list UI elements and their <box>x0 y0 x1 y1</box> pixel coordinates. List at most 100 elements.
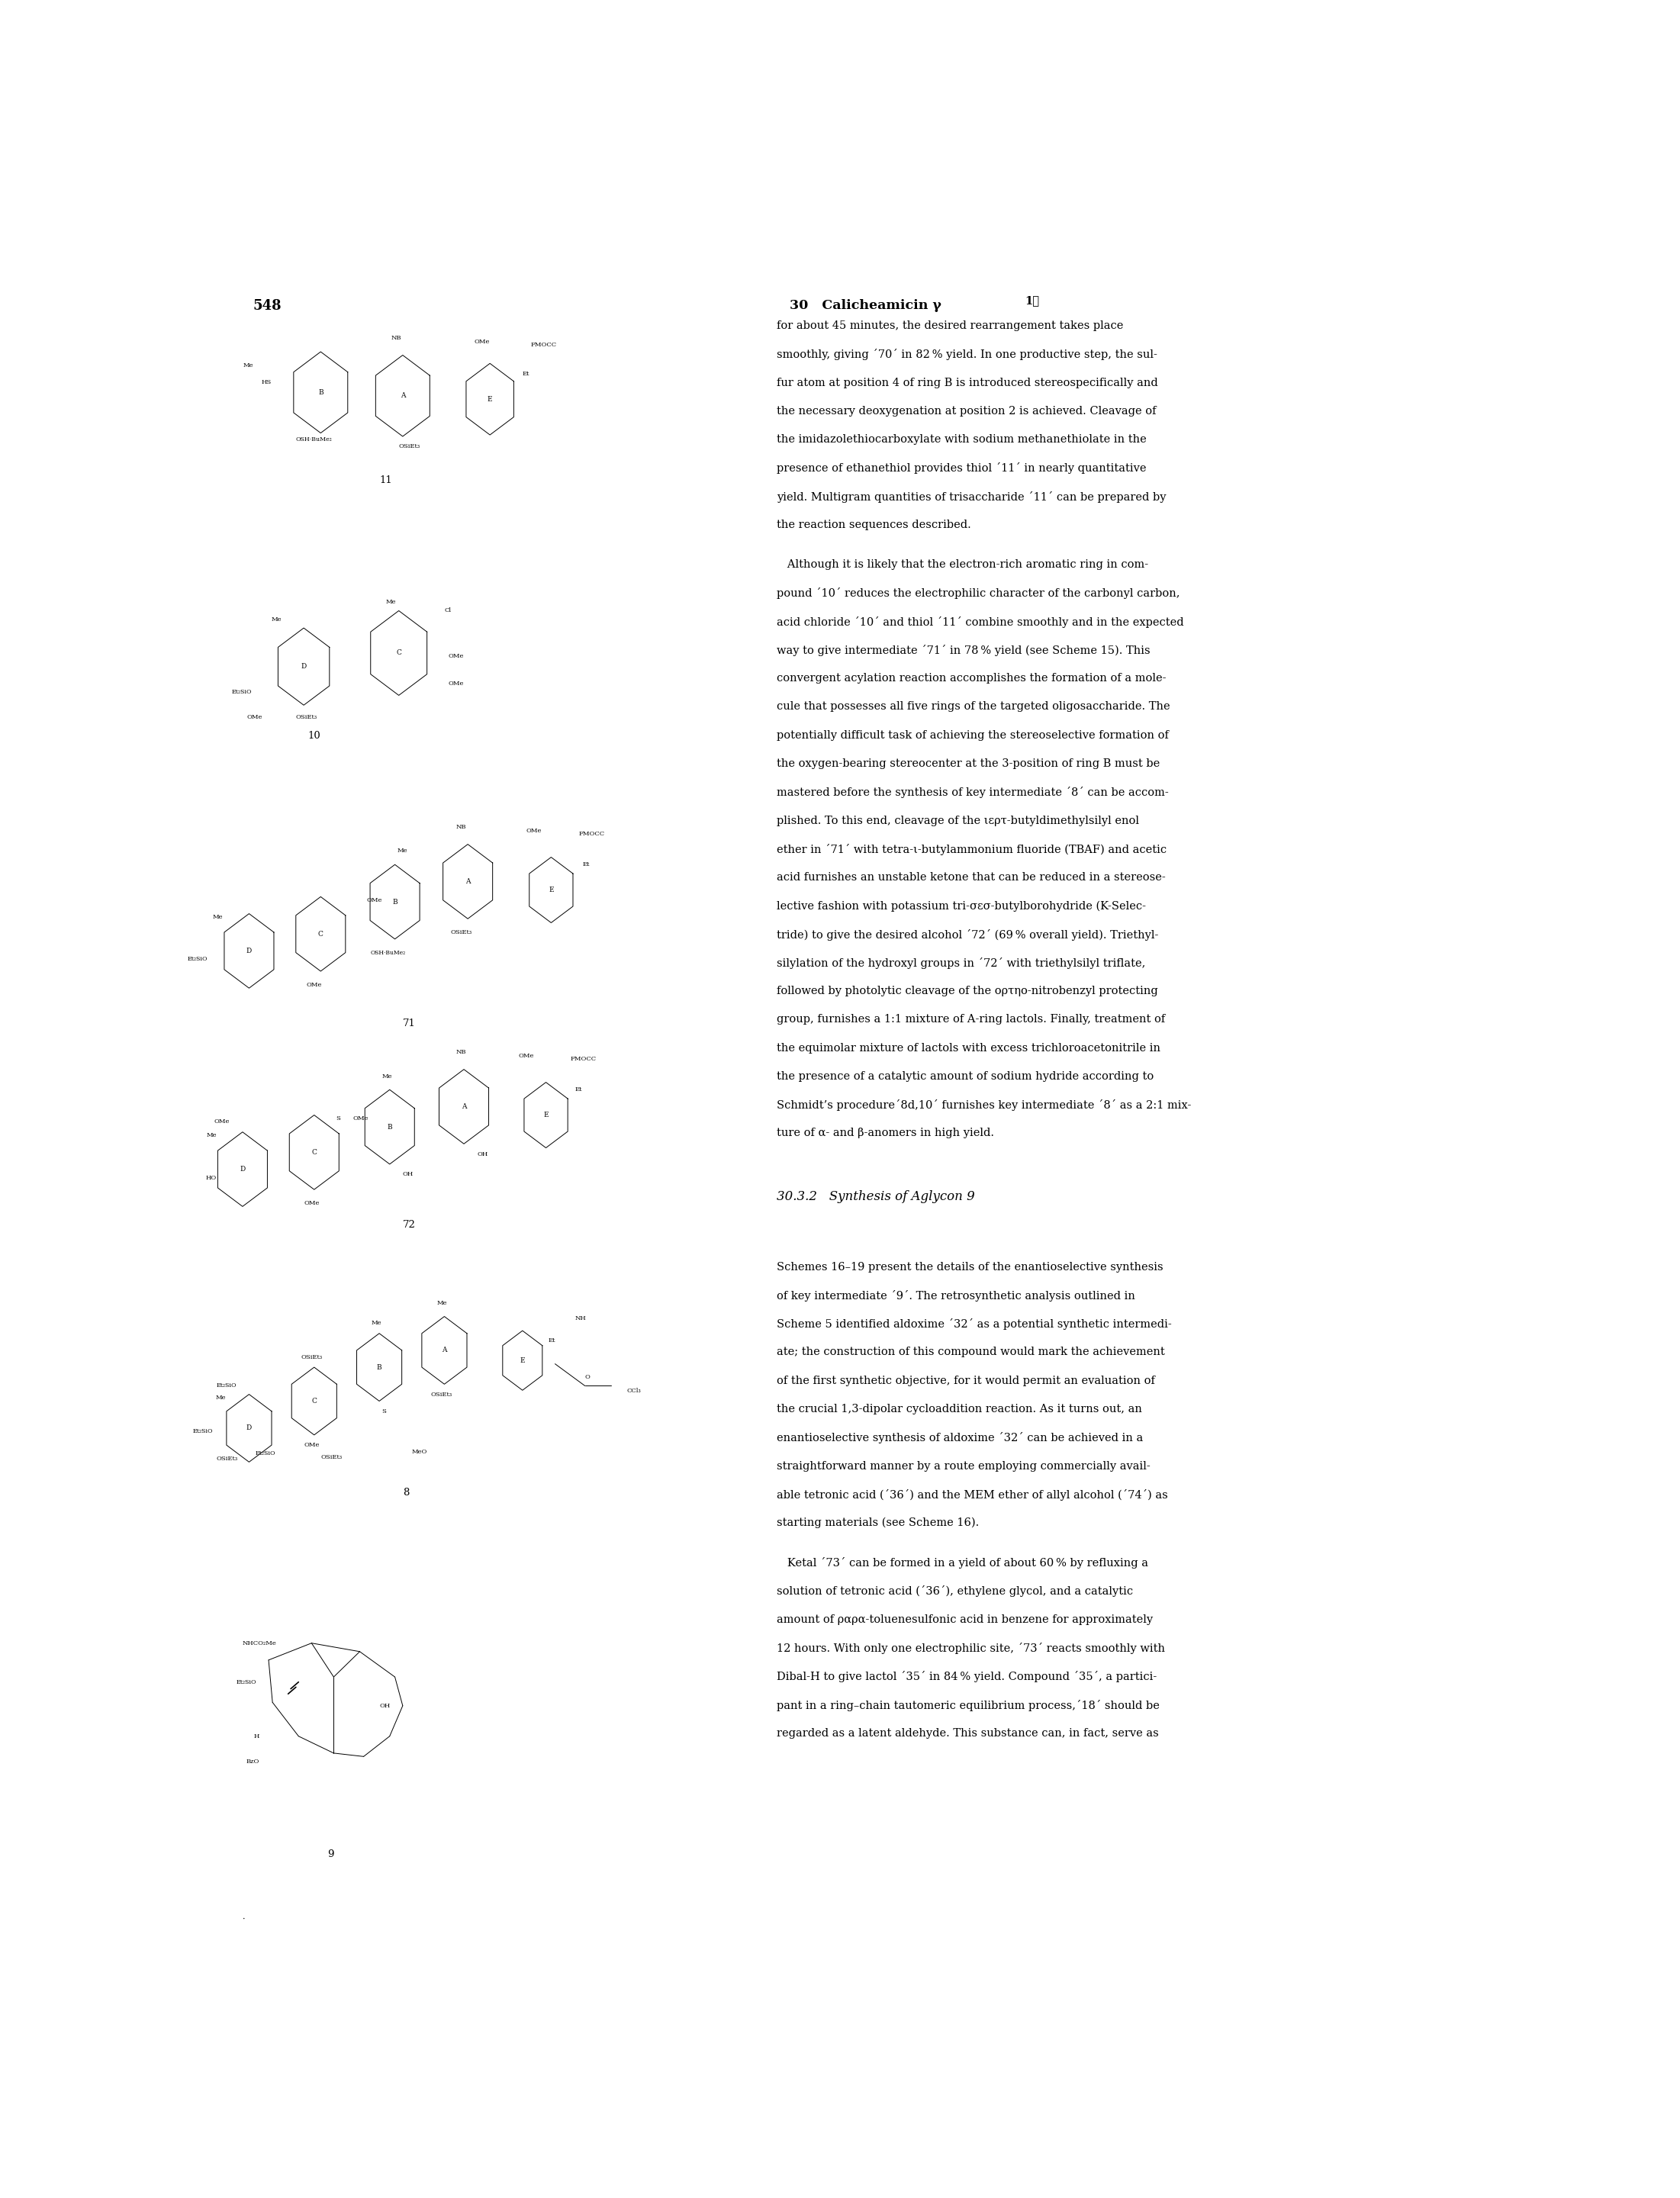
Text: B: B <box>386 1123 391 1130</box>
Text: plished. To this end, cleavage of the ιερτ-butyldimethylsilyl enol: plished. To this end, cleavage of the ιε… <box>776 815 1139 826</box>
Text: Me: Me <box>215 1396 225 1400</box>
Text: ether in ´71´ with tetra-ι-butylammonium fluoride (TBAF) and acetic: ether in ´71´ with tetra-ι-butylammonium… <box>776 844 1166 855</box>
Text: starting materials (see Scheme 16).: starting materials (see Scheme 16). <box>776 1517 979 1528</box>
Text: Ketal ´73´ can be formed in a yield of about 60 % by refluxing a: Ketal ´73´ can be formed in a yield of a… <box>776 1558 1147 1569</box>
Text: FMOCC: FMOCC <box>571 1057 596 1062</box>
Text: OSiEt₃: OSiEt₃ <box>450 930 472 936</box>
Text: Et: Et <box>575 1086 581 1092</box>
Text: HS: HS <box>260 380 270 385</box>
Text: A: A <box>442 1347 447 1354</box>
Text: mastered before the synthesis of key intermediate ´8´ can be accom-: mastered before the synthesis of key int… <box>776 787 1168 798</box>
Text: amount of ραρα-toluenesulfonic acid in benzene for approximately: amount of ραρα-toluenesulfonic acid in b… <box>776 1613 1152 1624</box>
Text: acid furnishes an unstable ketone that can be reduced in a stereose-: acid furnishes an unstable ketone that c… <box>776 873 1166 884</box>
Text: the crucial 1,3-dipolar cycloaddition reaction. As it turns out, an: the crucial 1,3-dipolar cycloaddition re… <box>776 1405 1142 1416</box>
Text: HO: HO <box>205 1174 217 1180</box>
Text: S: S <box>336 1114 339 1121</box>
Text: Et: Et <box>548 1336 556 1343</box>
Text: E: E <box>543 1112 548 1119</box>
Text: S: S <box>381 1409 386 1413</box>
Text: for about 45 minutes, the desired rearrangement takes place: for about 45 minutes, the desired rearra… <box>776 321 1122 332</box>
Text: Et₂SiO: Et₂SiO <box>193 1429 213 1435</box>
Text: pound ´10´ reduces the electrophilic character of the carbonyl carbon,: pound ´10´ reduces the electrophilic cha… <box>776 587 1179 600</box>
Text: pant in a ring–chain tautomeric equilibrium process,´18´ should be: pant in a ring–chain tautomeric equilibr… <box>776 1699 1159 1710</box>
Text: C: C <box>318 930 323 936</box>
Text: Although it is likely that the electron-rich aromatic ring in com-: Although it is likely that the electron-… <box>776 558 1147 569</box>
Text: Schmidt’s procedure´8d,10´ furnishes key intermediate ´8´ as a 2:1 mix-: Schmidt’s procedure´8d,10´ furnishes key… <box>776 1099 1191 1110</box>
Text: E: E <box>519 1356 526 1365</box>
Text: NB: NB <box>457 824 467 831</box>
Text: ate; the construction of this compound would mark the achievement: ate; the construction of this compound w… <box>776 1347 1164 1358</box>
Text: OMe: OMe <box>304 1200 319 1207</box>
Text: D: D <box>240 1165 245 1174</box>
Text: tride) to give the desired alcohol ´72´ (69 % overall yield). Triethyl-: tride) to give the desired alcohol ´72´ … <box>776 930 1158 941</box>
Text: OMe: OMe <box>526 829 543 833</box>
Text: B: B <box>376 1363 381 1372</box>
Text: 9: 9 <box>328 1849 334 1860</box>
Text: 30   Calicheamicin γ: 30 Calicheamicin γ <box>790 299 941 312</box>
Text: Et₂SiO: Et₂SiO <box>235 1679 257 1686</box>
Text: OMe: OMe <box>519 1053 534 1059</box>
Text: Me: Me <box>270 615 282 622</box>
Text: convergent acylation reaction accomplishes the formation of a mole-: convergent acylation reaction accomplish… <box>776 673 1166 684</box>
Text: Me: Me <box>398 848 408 855</box>
Text: Et₂SiO: Et₂SiO <box>217 1383 237 1389</box>
Text: cule that possesses all five rings of the targeted oligosaccharide. The: cule that possesses all five rings of th… <box>776 701 1169 712</box>
Text: A: A <box>462 1103 467 1110</box>
Text: Me: Me <box>371 1321 381 1325</box>
Text: NHCO₂Me: NHCO₂Me <box>242 1640 277 1646</box>
Text: OSiEt₃: OSiEt₃ <box>398 444 420 451</box>
Text: OH: OH <box>477 1152 487 1156</box>
Text: H: H <box>254 1734 259 1739</box>
Text: B: B <box>393 899 398 906</box>
Text: the reaction sequences described.: the reaction sequences described. <box>776 519 971 530</box>
Text: of the first synthetic objective, for it would permit an evaluation of: of the first synthetic objective, for it… <box>776 1376 1154 1387</box>
Text: OMe: OMe <box>213 1119 230 1125</box>
Text: D: D <box>301 664 306 670</box>
Text: smoothly, giving ´70´ in 82 % yield. In one productive step, the sul-: smoothly, giving ´70´ in 82 % yield. In … <box>776 349 1158 360</box>
Text: the necessary deoxygenation at position 2 is achieved. Cleavage of: the necessary deoxygenation at position … <box>776 407 1156 415</box>
Text: fur atom at position 4 of ring B is introduced stereospecifically and: fur atom at position 4 of ring B is intr… <box>776 378 1158 389</box>
Text: 548: 548 <box>254 299 282 312</box>
Text: straightforward manner by a route employing commercially avail-: straightforward manner by a route employ… <box>776 1462 1151 1470</box>
Text: OH: OH <box>403 1172 413 1178</box>
Text: OH: OH <box>380 1703 390 1708</box>
Text: Et₂SiO: Et₂SiO <box>255 1451 276 1457</box>
Text: Me: Me <box>207 1132 217 1139</box>
Text: the imidazolethiocarboxylate with sodium methanethiolate in the: the imidazolethiocarboxylate with sodium… <box>776 435 1146 444</box>
Text: OSiEt₃: OSiEt₃ <box>296 714 318 721</box>
Text: acid chloride ´10´ and thiol ´11´ combine smoothly and in the expected: acid chloride ´10´ and thiol ´11´ combin… <box>776 615 1183 629</box>
Text: OMe: OMe <box>449 681 464 686</box>
Text: 12 hours. With only one electrophilic site, ´73´ reacts smoothly with: 12 hours. With only one electrophilic si… <box>776 1642 1164 1655</box>
Text: FMOCC: FMOCC <box>578 831 605 837</box>
Text: Et₂SiO: Et₂SiO <box>232 688 252 695</box>
Text: Me: Me <box>213 914 223 921</box>
Text: OSiEt₃: OSiEt₃ <box>321 1453 343 1459</box>
Text: OMe: OMe <box>306 983 323 987</box>
Text: Et: Et <box>583 862 590 868</box>
Text: followed by photolytic cleavage of the ορτηο-nitrobenzyl protecting: followed by photolytic cleavage of the ο… <box>776 985 1158 996</box>
Text: solution of tetronic acid (´36´), ethylene glycol, and a catalytic: solution of tetronic acid (´36´), ethyle… <box>776 1585 1132 1598</box>
Text: the presence of a catalytic amount of sodium hydride according to: the presence of a catalytic amount of so… <box>776 1070 1154 1081</box>
Text: 10: 10 <box>307 732 321 741</box>
Text: Scheme 5 identified aldoxime ´32´ as a potential synthetic intermedi-: Scheme 5 identified aldoxime ´32´ as a p… <box>776 1319 1171 1330</box>
Text: enantioselective synthesis of aldoxime ´32´ can be achieved in a: enantioselective synthesis of aldoxime ´… <box>776 1433 1142 1444</box>
Text: OSiEt₃: OSiEt₃ <box>301 1354 323 1361</box>
Text: presence of ethanethiol provides thiol ´11´ in nearly quantitative: presence of ethanethiol provides thiol ´… <box>776 462 1146 475</box>
Text: Cl: Cl <box>444 607 452 613</box>
Text: CCl₃: CCl₃ <box>627 1387 642 1394</box>
Text: OSH·BuMe₂: OSH·BuMe₂ <box>371 950 407 956</box>
Text: NB: NB <box>391 334 402 341</box>
Text: NH: NH <box>575 1314 586 1321</box>
Text: A: A <box>400 391 405 400</box>
Text: Et: Et <box>522 371 529 376</box>
Text: FMOCC: FMOCC <box>531 343 556 347</box>
Text: silylation of the hydroxyl groups in ´72´ with triethylsilyl triflate,: silylation of the hydroxyl groups in ´72… <box>776 958 1146 969</box>
Text: Et₂SiO: Et₂SiO <box>186 956 207 963</box>
Text: A: A <box>465 877 470 886</box>
Text: ture of α- and β-anomers in high yield.: ture of α- and β-anomers in high yield. <box>776 1128 995 1139</box>
Text: E: E <box>549 886 554 892</box>
Text: C: C <box>396 651 402 657</box>
Text: Me: Me <box>437 1299 447 1306</box>
Text: lective fashion with potassium tri-σεσ-butylborohydride (K-Selec-: lective fashion with potassium tri-σεσ-b… <box>776 901 1146 912</box>
Text: D: D <box>247 947 252 954</box>
